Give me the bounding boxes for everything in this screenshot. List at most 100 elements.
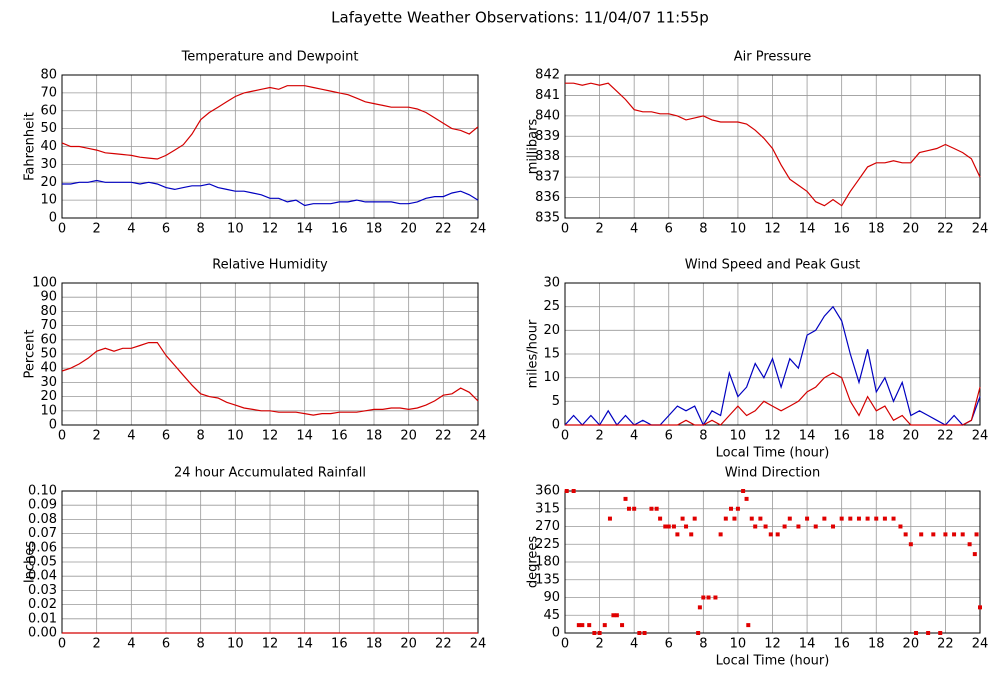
- y-tick-label: 70: [40, 85, 57, 100]
- x-tick-label: 22: [435, 637, 452, 652]
- chart-title: Temperature and Dewpoint: [181, 50, 359, 65]
- y-tick-label: 0: [49, 211, 57, 226]
- data-point: [602, 623, 607, 628]
- x-tick-label: 12: [262, 222, 279, 237]
- data-point: [898, 524, 903, 529]
- y-tick-label: 0: [552, 626, 560, 641]
- x-tick-label: 12: [764, 637, 781, 652]
- x-tick-label: 4: [630, 429, 638, 444]
- data-line: [565, 82, 981, 207]
- x-tick-label: 2: [595, 429, 603, 444]
- y-tick-label: 835: [535, 211, 560, 226]
- data-point: [607, 516, 612, 521]
- data-point: [611, 613, 616, 618]
- y-tick-label: 840: [535, 108, 560, 123]
- data-point: [571, 489, 576, 493]
- x-tick-label: 14: [296, 429, 313, 444]
- x-tick-label: 0: [561, 429, 569, 444]
- data-point: [938, 631, 943, 635]
- x-tick-label: 10: [730, 222, 747, 237]
- data-point: [908, 542, 913, 547]
- y-tick-label: 0.01: [28, 611, 57, 626]
- x-tick-label: 10: [227, 222, 244, 237]
- data-point: [654, 506, 659, 511]
- x-tick-label: 0: [561, 222, 569, 237]
- data-point: [822, 516, 827, 521]
- data-point: [658, 516, 663, 521]
- y-tick-label: 315: [535, 501, 560, 516]
- y-tick-label: 70: [40, 318, 57, 333]
- chart-title: 24 hour Accumulated Rainfall: [174, 466, 366, 481]
- x-tick-label: 12: [262, 637, 279, 652]
- x-tick-label: 24: [470, 637, 487, 652]
- x-tick-label: 8: [699, 222, 707, 237]
- figure-title: Lafayette Weather Observations: 11/04/07…: [331, 9, 709, 27]
- y-tick-label: 0.00: [28, 626, 57, 641]
- data-point: [919, 532, 924, 537]
- y-tick-label: 0.02: [28, 597, 57, 612]
- x-tick-label: 8: [197, 222, 205, 237]
- x-tick-label: 4: [127, 429, 135, 444]
- x-tick-label: 2: [595, 222, 603, 237]
- x-tick-label: 24: [972, 637, 989, 652]
- data-point: [931, 532, 936, 537]
- data-point: [972, 552, 977, 557]
- data-point: [914, 631, 919, 635]
- x-tick-label: 10: [227, 637, 244, 652]
- x-tick-label: 22: [937, 637, 954, 652]
- x-tick-label: 6: [162, 222, 170, 237]
- y-tick-label: 837: [535, 170, 560, 185]
- y-tick-label: 30: [543, 276, 560, 291]
- y-tick-label: 0.07: [28, 526, 57, 541]
- y-axis-label: degrees: [526, 536, 541, 589]
- x-tick-label: 2: [93, 637, 101, 652]
- x-tick-label: 6: [162, 429, 170, 444]
- y-tick-label: 90: [40, 290, 57, 305]
- x-tick-label: 22: [435, 222, 452, 237]
- y-tick-label: 15: [543, 347, 560, 362]
- x-tick-label: 20: [903, 429, 920, 444]
- x-tick-label: 22: [435, 429, 452, 444]
- y-tick-label: 0: [49, 418, 57, 433]
- data-point: [926, 631, 931, 635]
- x-tick-label: 6: [665, 429, 673, 444]
- y-tick-label: 0.10: [28, 484, 57, 499]
- x-tick-label: 12: [764, 222, 781, 237]
- x-axis-label: Local Time (hour): [716, 654, 830, 669]
- x-tick-label: 24: [972, 429, 989, 444]
- y-tick-label: 50: [40, 121, 57, 136]
- x-tick-label: 2: [595, 637, 603, 652]
- data-point: [729, 506, 733, 511]
- data-point: [713, 595, 718, 600]
- y-tick-label: 0.09: [28, 498, 57, 513]
- data-point: [576, 623, 581, 628]
- data-point: [856, 516, 861, 521]
- data-point: [874, 516, 879, 521]
- y-tick-label: 50: [40, 347, 57, 362]
- y-tick-label: 839: [535, 129, 560, 144]
- y-tick-label: 270: [535, 519, 560, 534]
- y-tick-label: 60: [40, 332, 57, 347]
- x-tick-label: 14: [296, 637, 313, 652]
- y-tick-label: 360: [535, 484, 560, 499]
- x-tick-label: 10: [227, 429, 244, 444]
- data-point: [684, 524, 689, 529]
- x-tick-label: 20: [400, 429, 417, 444]
- data-point: [697, 605, 702, 610]
- data-point: [632, 506, 637, 511]
- data-point: [787, 516, 792, 521]
- x-axis-label: Local Time (hour): [716, 446, 830, 461]
- y-tick-label: 20: [40, 389, 57, 404]
- x-tick-label: 6: [665, 637, 673, 652]
- data-point: [758, 516, 763, 521]
- x-tick-label: 8: [699, 637, 707, 652]
- y-tick-label: 225: [535, 537, 560, 552]
- y-tick-label: 40: [40, 139, 57, 154]
- x-tick-label: 0: [58, 222, 66, 237]
- y-tick-label: 0.08: [28, 512, 57, 527]
- y-tick-label: 10: [543, 370, 560, 385]
- data-point: [903, 532, 908, 537]
- x-tick-label: 18: [868, 222, 885, 237]
- y-tick-label: 0.04: [28, 569, 57, 584]
- data-point: [614, 613, 619, 618]
